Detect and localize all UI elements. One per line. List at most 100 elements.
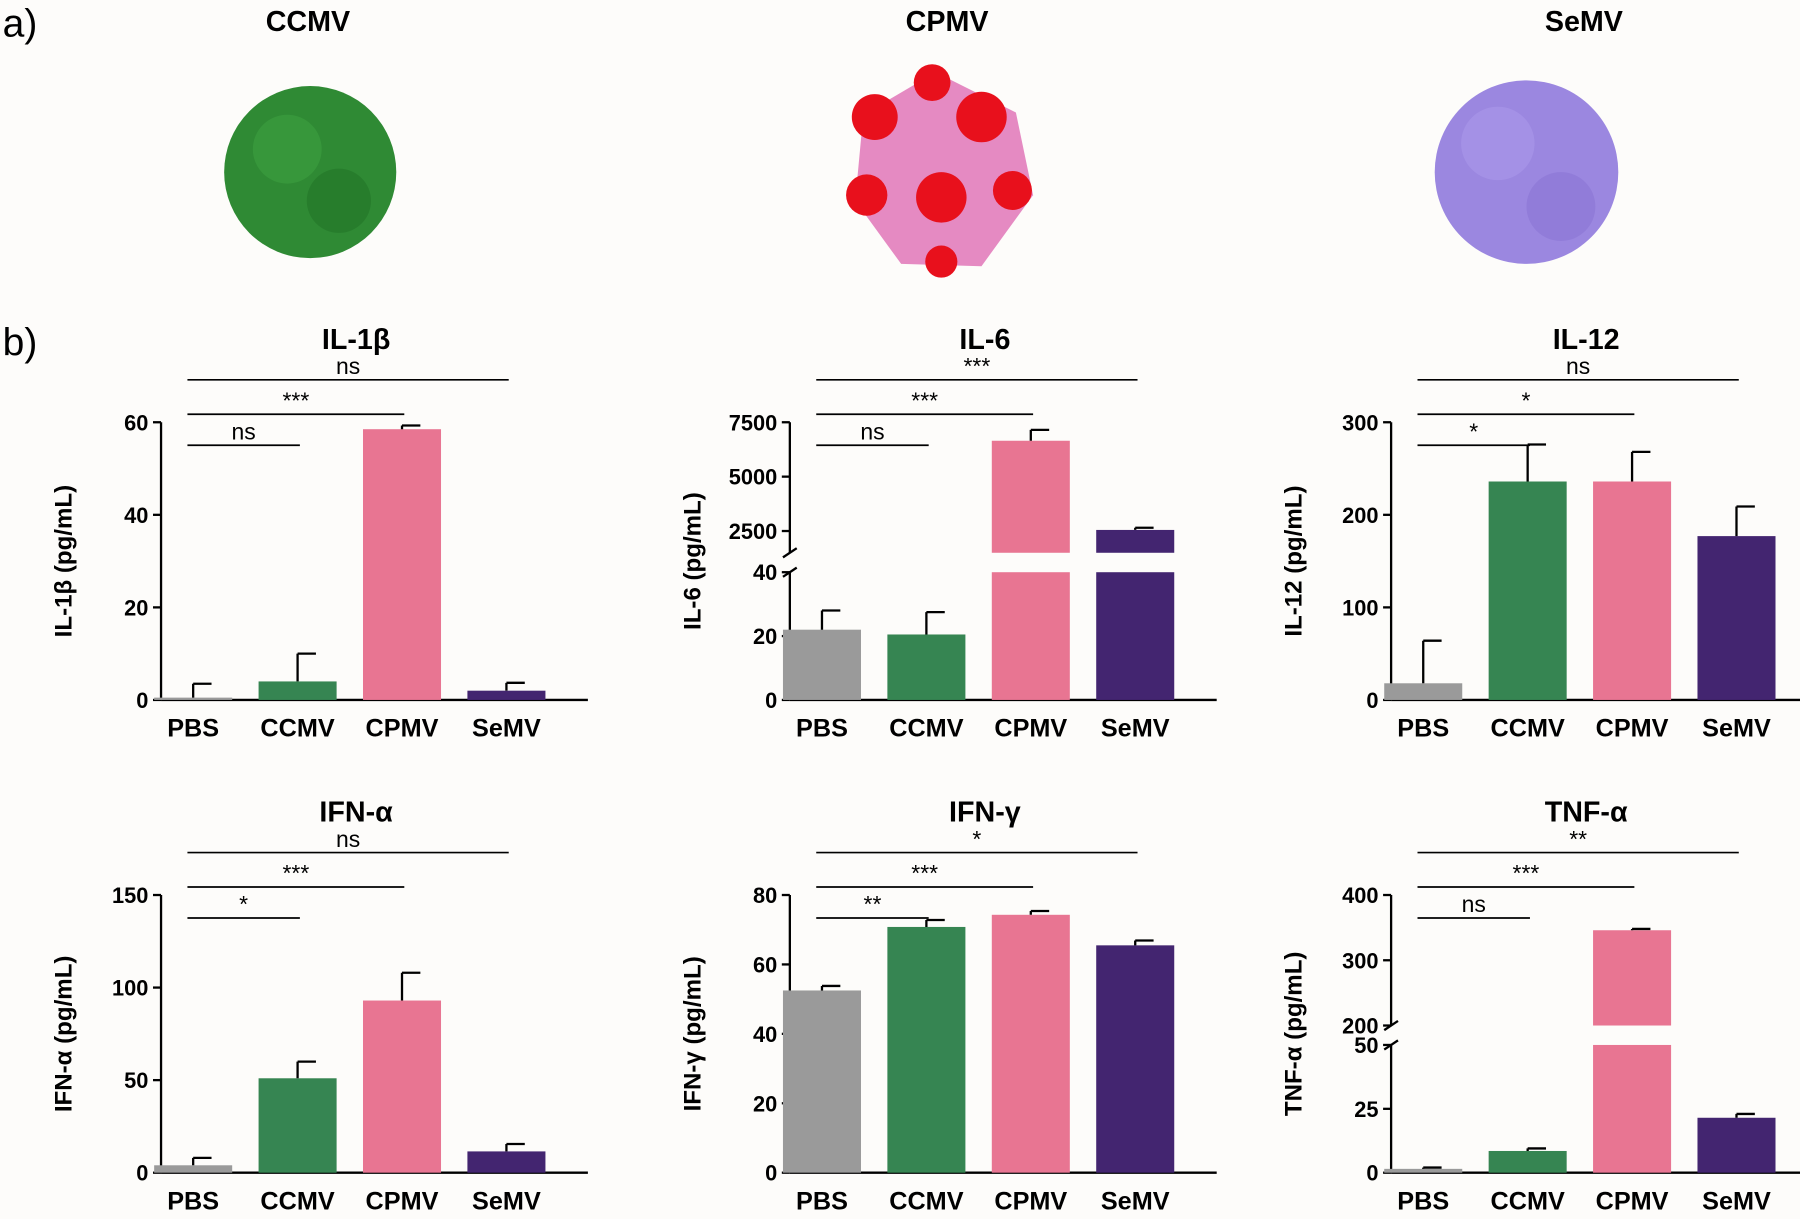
y-tick-label: 40 bbox=[753, 560, 777, 585]
bar bbox=[1593, 1044, 1672, 1173]
y-tick-label: 100 bbox=[1342, 595, 1378, 620]
x-tick-label: SeMV bbox=[1101, 1187, 1170, 1214]
bar bbox=[467, 690, 546, 700]
x-tick-label: PBS bbox=[1397, 715, 1449, 743]
bar bbox=[362, 1000, 442, 1173]
y-tick-label: 5000 bbox=[729, 465, 778, 490]
significance-label: *** bbox=[282, 387, 309, 413]
significance-label: * bbox=[1469, 418, 1478, 444]
significance-label: ** bbox=[1569, 826, 1587, 852]
y-axis-label: IFN-α (pg/mL) bbox=[51, 956, 78, 1113]
significance-label: ns bbox=[336, 353, 360, 379]
virus-semv bbox=[1434, 80, 1619, 264]
y-tick-label: 80 bbox=[753, 883, 777, 908]
error-bar bbox=[505, 1142, 525, 1152]
error-bar bbox=[1630, 450, 1651, 482]
y-tick-label: 20 bbox=[753, 1091, 777, 1116]
y-axis-label: IFN-γ (pg/mL) bbox=[679, 956, 706, 1111]
chart-title: IL-6 bbox=[959, 324, 1010, 356]
x-tick-label: SeMV bbox=[1702, 1187, 1771, 1214]
panel-label: b) bbox=[3, 322, 38, 365]
y-tick-label: 0 bbox=[1366, 688, 1378, 713]
bar bbox=[782, 629, 861, 700]
x-tick-label: PBS bbox=[1397, 1187, 1449, 1214]
x-tick-label: CCMV bbox=[1490, 715, 1564, 743]
y-tick-label: 200 bbox=[1342, 503, 1378, 528]
y-tick-label: 50 bbox=[124, 1068, 148, 1093]
error-bar bbox=[192, 682, 212, 698]
bar bbox=[991, 572, 1070, 700]
x-tick-label: PBS bbox=[167, 1187, 219, 1214]
significance-label: * bbox=[1521, 387, 1530, 413]
axis-break bbox=[782, 547, 798, 559]
y-tick-label: 150 bbox=[112, 883, 148, 908]
y-axis-label: IL-6 (pg/mL) bbox=[679, 492, 706, 630]
bar bbox=[154, 697, 233, 700]
error-bar bbox=[1029, 428, 1050, 441]
y-axis-label: IL-12 (pg/mL) bbox=[1281, 486, 1308, 637]
bar bbox=[467, 1151, 546, 1173]
y-tick-label: 50 bbox=[1354, 1033, 1378, 1058]
y-tick-label: 100 bbox=[112, 976, 148, 1001]
y-tick-label: 200 bbox=[1342, 1014, 1378, 1039]
bar bbox=[887, 634, 966, 700]
error-bar bbox=[1630, 927, 1651, 931]
y-tick-label: 7500 bbox=[729, 410, 778, 435]
x-tick-label: SeMV bbox=[472, 1187, 541, 1214]
x-tick-label: SeMV bbox=[1101, 715, 1170, 743]
error-bar bbox=[296, 1060, 316, 1079]
x-tick-label: PBS bbox=[796, 1187, 848, 1214]
error-bar bbox=[1735, 505, 1755, 537]
error-bar bbox=[820, 984, 841, 991]
y-tick-label: 0 bbox=[1366, 1161, 1378, 1186]
y-tick-label: 25 bbox=[1354, 1097, 1378, 1122]
y-axis-label: IL-1β (pg/mL) bbox=[51, 485, 78, 637]
y-tick-label: 2500 bbox=[729, 519, 778, 544]
y-tick-label: 40 bbox=[124, 503, 148, 528]
chart-title: TNF-α bbox=[1545, 797, 1628, 829]
virus-name: CPMV bbox=[906, 6, 989, 38]
bar bbox=[1697, 1117, 1776, 1173]
bar bbox=[258, 681, 337, 700]
significance-label: *** bbox=[282, 860, 309, 886]
x-tick-label: CPMV bbox=[366, 715, 439, 743]
error-bar bbox=[925, 918, 945, 927]
panel-label: a) bbox=[3, 3, 38, 46]
y-tick-label: 400 bbox=[1342, 883, 1378, 908]
error-bar bbox=[820, 609, 841, 630]
chart-title: IL-1β bbox=[322, 324, 390, 356]
significance-label: *** bbox=[1513, 860, 1540, 886]
x-tick-label: CCMV bbox=[889, 715, 963, 743]
bar bbox=[887, 926, 966, 1173]
y-axis-label: TNF-α (pg/mL) bbox=[1281, 952, 1308, 1117]
x-tick-label: PBS bbox=[167, 715, 219, 743]
y-tick-label: 0 bbox=[765, 1161, 777, 1186]
chart-title: IL-12 bbox=[1553, 324, 1620, 356]
error-bar bbox=[925, 610, 945, 635]
significance-label: ns bbox=[336, 826, 360, 852]
significance-label: ** bbox=[864, 891, 882, 917]
significance-label: ns bbox=[1462, 891, 1486, 917]
bar bbox=[1384, 1168, 1463, 1173]
error-bar bbox=[1526, 1147, 1547, 1151]
virus-ccmv bbox=[224, 86, 397, 259]
x-tick-label: CPMV bbox=[1596, 1187, 1669, 1214]
x-tick-label: CPMV bbox=[1596, 715, 1669, 743]
x-tick-label: SeMV bbox=[1702, 715, 1771, 743]
significance-label: ns bbox=[1566, 353, 1590, 379]
bar bbox=[1593, 481, 1672, 700]
bar bbox=[991, 440, 1070, 553]
x-tick-label: CCMV bbox=[1490, 1187, 1564, 1214]
significance-label: *** bbox=[963, 353, 990, 379]
virus-name: SeMV bbox=[1545, 6, 1623, 38]
x-tick-label: CPMV bbox=[366, 1187, 439, 1214]
y-tick-label: 40 bbox=[753, 1022, 777, 1047]
y-tick-label: 60 bbox=[753, 952, 777, 977]
significance-label: * bbox=[972, 826, 981, 852]
y-tick-label: 0 bbox=[765, 688, 777, 713]
bar bbox=[362, 429, 442, 700]
error-bar bbox=[400, 424, 421, 430]
y-tick-label: 20 bbox=[124, 595, 148, 620]
x-tick-label: SeMV bbox=[472, 715, 541, 743]
error-bar bbox=[1735, 1112, 1755, 1118]
